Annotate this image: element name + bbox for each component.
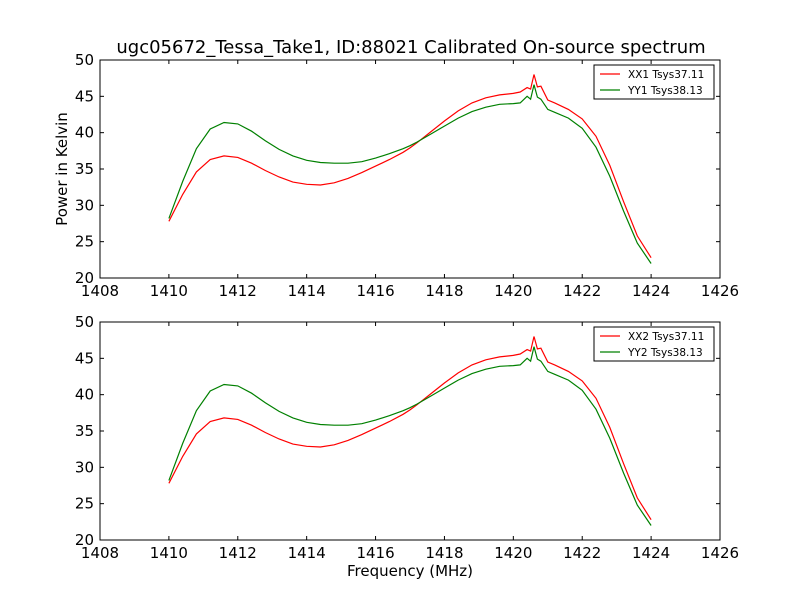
legend: XX1 Tsys37.11 YY1 Tsys38.13 (593, 64, 715, 100)
x-tick-label: 1424 (632, 544, 670, 562)
x-tick-label: 1412 (219, 544, 257, 562)
x-tick-label: 1412 (219, 282, 257, 300)
y-tick-label: 50 (75, 51, 94, 69)
y-tick-label: 30 (75, 196, 94, 214)
x-tick-label: 1422 (563, 544, 601, 562)
y-tick-label: 35 (75, 160, 94, 178)
x-tick-label: 1418 (425, 544, 463, 562)
series-line-xx2 (168, 336, 652, 521)
y-tick-label: 20 (75, 531, 94, 549)
y-tick-label: 25 (75, 233, 94, 251)
x-tick-label: 1408 (81, 282, 119, 300)
x-tick-label: 1420 (494, 282, 532, 300)
x-tick-label: 1414 (288, 282, 326, 300)
legend-entry-label: YY2 Tsys38.13 (627, 347, 703, 359)
figure-title: ugc05672_Tessa_Take1, ID:88021 Calibrate… (116, 37, 705, 58)
legend-entry-label: YY1 Tsys38.13 (627, 85, 703, 97)
chart-panel-1: 1408 1410 1412 1414 1416 1418 1420 1422 1424 1426… (53, 51, 739, 300)
x-tick-label: 1418 (425, 282, 463, 300)
x-tick-label: 1420 (494, 544, 532, 562)
x-tick-label: 1426 (701, 282, 739, 300)
legend-entry-label: XX2 Tsys37.11 (628, 331, 704, 343)
y-tick-label: 30 (75, 458, 94, 476)
x-axis-label: Frequency (MHz) (347, 562, 473, 580)
y-tick-label: 35 (75, 422, 94, 440)
legend-box (593, 326, 715, 362)
x-tick-label: 1416 (356, 544, 394, 562)
x-tick-label: 1410 (150, 282, 188, 300)
x-tick-label: 1410 (150, 544, 188, 562)
x-tick-label: 1408 (81, 544, 119, 562)
x-tick-label: 1416 (356, 282, 394, 300)
y-tick-label: 40 (75, 124, 94, 142)
x-tick-label: 1422 (563, 282, 601, 300)
x-tick-label: 1424 (632, 282, 670, 300)
legend: XX2 Tsys37.11 YY2 Tsys38.13 (593, 326, 715, 362)
y-tick-label: 40 (75, 386, 94, 404)
series-line-xx1 (168, 74, 652, 259)
chart-panel-2: 1408 1410 1412 1414 1416 1418 1420 1422 1424 1426… (75, 313, 739, 580)
y-tick-label: 45 (75, 87, 94, 105)
series-line-yy1 (168, 84, 652, 264)
x-tick-label: 1414 (288, 544, 326, 562)
y-tick-label: 20 (75, 269, 94, 287)
y-tick-label: 45 (75, 349, 94, 367)
chart-panels: 1408 1410 1412 1414 1416 1418 1420 1422 1424 1426… (53, 51, 739, 580)
legend-entry-label: XX1 Tsys37.11 (628, 69, 704, 81)
y-tick-label: 25 (75, 495, 94, 513)
x-tick-label: 1426 (701, 544, 739, 562)
y-axis-label: Power in Kelvin (53, 112, 71, 226)
legend-box (593, 64, 715, 100)
series-line-yy2 (168, 346, 652, 526)
y-tick-label: 50 (75, 313, 94, 331)
